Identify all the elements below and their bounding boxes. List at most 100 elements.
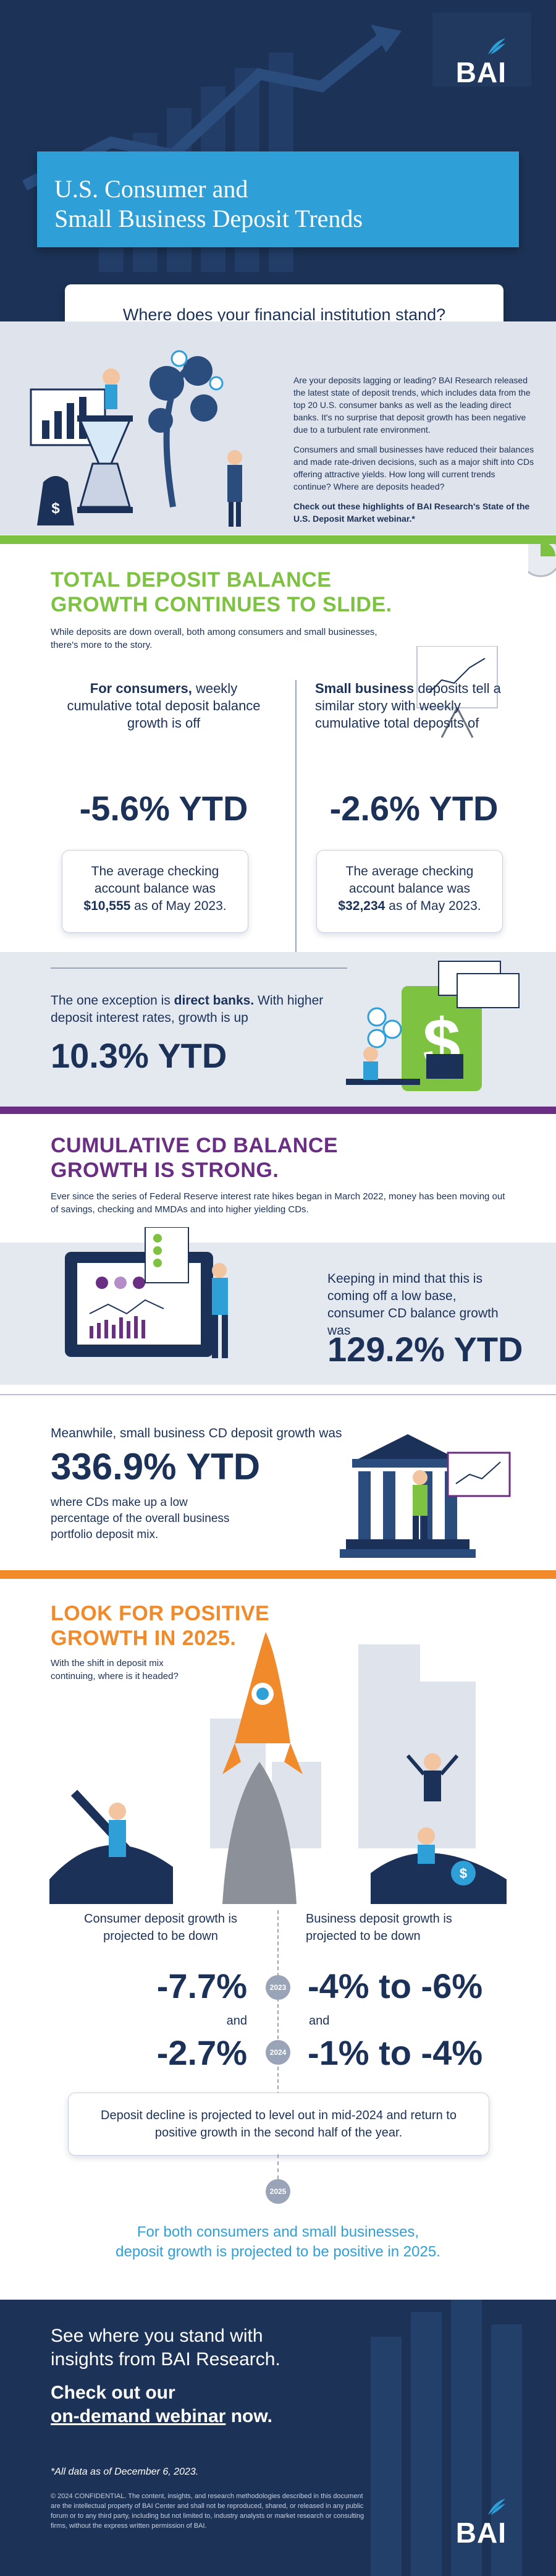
total-subtext: While deposits are down overall, both am…	[51, 627, 377, 650]
business-2024-value: -1% to -4%	[308, 2033, 483, 2072]
final-line2: deposit growth is projected to be positi…	[116, 2243, 440, 2260]
consumer-card-amount: $10,555	[83, 899, 131, 913]
direct-value: 10.3% YTD	[51, 1036, 227, 1075]
total-heading-line2: GROWTH CONTINUES TO SLIDE.	[51, 593, 392, 616]
cd-heading: CUMULATIVE CD BALANCE GROWTH IS STRONG.	[51, 1133, 483, 1183]
total-heading: TOTAL DEPOSIT BALANCE GROWTH CONTINUES T…	[51, 567, 397, 617]
business-forecast-label: Business deposit growth is projected to …	[306, 1912, 452, 1943]
legal-text: © 2024 CONFIDENTIAL. The content, insigh…	[51, 2493, 364, 2530]
title-banner: U.S. Consumer and Small Business Deposit…	[37, 151, 519, 247]
bai-logo-bottom[interactable]: BAI	[432, 2497, 507, 2549]
year-2025: 2025	[269, 2187, 287, 2196]
footnote: *All data as of December 6, 2023.	[51, 2467, 199, 2477]
page-title-line1: U.S. Consumer and	[54, 175, 248, 203]
sb-card-amount: $32,234	[338, 899, 385, 913]
sb-card-amount-line: $32,234 as of May 2023.	[317, 898, 502, 915]
page-title-line2: Small Business Deposit Trends	[54, 205, 363, 232]
intro-illustration: $	[30, 350, 242, 527]
cd-sb-note: where CDs make up a low percentage of th…	[51, 1496, 230, 1541]
cta-line2: insights from BAI Research.	[51, 2349, 280, 2370]
timeline-line-lower	[277, 2154, 280, 2179]
cd-laptop-illustration	[65, 1227, 228, 1358]
forecast-card: Deposit decline is projected to level ou…	[68, 2093, 489, 2156]
sb-balance-card: The average checking account balance was…	[316, 850, 503, 933]
orange-divider	[0, 1570, 556, 1579]
webinar-link[interactable]: on-demand webinar	[51, 2406, 226, 2426]
bai-logo-top[interactable]: BAI	[432, 37, 507, 89]
cd-heading-line2: GROWTH IS STRONG.	[51, 1158, 279, 1182]
footer-bars-backdrop	[371, 2300, 522, 2576]
sb-card-text: The average checking account balance was	[345, 864, 474, 896]
consumer-card-date: as of May 2023.	[134, 899, 227, 913]
cd-subtext: Ever since the series of Federal Reserve…	[51, 1191, 505, 1215]
direct-bank-illustration: $	[346, 961, 520, 1091]
consumer-card-text: The average checking account balance was	[91, 864, 219, 896]
sb-col: Small business deposits tell a similar s…	[315, 680, 507, 732]
question-text: Where does your financial institution st…	[122, 305, 446, 324]
cta-line3: Check out our	[51, 2383, 175, 2403]
consumer-and: and	[226, 2014, 247, 2028]
sb-text: Small business deposits tell a similar s…	[315, 680, 507, 732]
intro-paragraph-2: Consumers and small businesses have redu…	[293, 444, 534, 491]
final-statement: For both consumers and small businesses,…	[49, 2222, 507, 2262]
business-2023-value: -4% to -6%	[308, 1966, 483, 2005]
year-2023: 2023	[269, 1983, 287, 1992]
vertical-divider	[295, 680, 297, 952]
intro-text: Are your deposits lagging or leading? BA…	[293, 374, 534, 525]
timeline-line	[277, 1910, 280, 2114]
cta-line1: See where you stand with	[51, 2326, 263, 2346]
consumer-2024-value: -2.7%	[156, 2033, 247, 2072]
consumer-col: For consumers, weekly cumulative total d…	[62, 680, 266, 732]
cd-divider	[0, 1394, 556, 1395]
direct-bold: direct banks.	[174, 993, 255, 1008]
business-and: and	[309, 2014, 330, 2028]
direct-text-2: With higher deposit interest rates, grow…	[51, 993, 324, 1025]
bai-logo-text: BAI	[455, 56, 507, 88]
bai-logo-icon	[488, 38, 505, 54]
svg-text:$: $	[51, 500, 60, 517]
intro-paragraph-3: Check out these highlights of BAI Resear…	[293, 501, 530, 524]
direct-underline	[51, 967, 347, 969]
year-badge-2024: 2024	[266, 2040, 290, 2065]
bai-logo-icon	[488, 2499, 505, 2515]
future-subtext: With the shift in deposit mix continuing…	[51, 1658, 179, 1681]
cd-sb-text: Meanwhile, small business CD deposit gro…	[51, 1426, 342, 1440]
total-heading-line1: TOTAL DEPOSIT BALANCE	[51, 568, 332, 592]
consumer-balance-card: The average checking account balance was…	[62, 850, 248, 933]
consumer-bold: For consumers,	[90, 681, 192, 696]
cta-now: now.	[230, 2406, 272, 2426]
consumer-desc: weekly cumulative total deposit balance …	[67, 681, 261, 731]
consumer-card-amount-line: $10,555 as of May 2023.	[62, 898, 248, 915]
year-2024: 2024	[269, 2048, 287, 2057]
sb-value: -2.6% YTD	[329, 789, 499, 828]
rocket-illustration: $	[49, 1632, 507, 1904]
sb-bold: Small business	[315, 681, 415, 696]
future-heading-line2: GROWTH IN 2025.	[51, 1626, 237, 1650]
svg-text:$: $	[460, 1866, 467, 1881]
final-line1: For both consumers and small businesses,	[137, 2224, 419, 2240]
cd-consumer-value: 129.2% YTD	[327, 1330, 523, 1369]
intro-paragraph-1: Are your deposits lagging or leading? BA…	[293, 375, 531, 435]
green-divider	[0, 535, 556, 544]
bank-building-illustration	[340, 1434, 511, 1558]
year-badge-2023: 2023	[266, 1975, 290, 2000]
direct-text: The one exception is direct banks. With …	[51, 992, 335, 1027]
easel-chart-icon	[416, 646, 498, 738]
direct-text-1: The one exception is	[51, 993, 171, 1008]
purple-divider	[0, 1107, 556, 1114]
forecast-card-text: Deposit decline is projected to level ou…	[101, 2109, 457, 2140]
sb-card-date: as of May 2023.	[389, 899, 481, 913]
consumer-forecast-label: Consumer deposit growth is projected to …	[84, 1912, 237, 1943]
consumer-value: -5.6% YTD	[79, 789, 248, 828]
cd-sb-value: 336.9% YTD	[51, 1446, 261, 1487]
future-heading: LOOK FOR POSITIVE GROWTH IN 2025.	[51, 1601, 360, 1651]
pie-chart-icon	[528, 544, 556, 577]
sb-desc: deposits tell a similar story with weekl…	[315, 681, 501, 731]
consumer-2023-value: -7.7%	[156, 1966, 247, 2005]
future-heading-line1: LOOK FOR POSITIVE	[51, 1602, 270, 1625]
cd-heading-line1: CUMULATIVE CD BALANCE	[51, 1134, 339, 1157]
year-badge-2025: 2025	[266, 2179, 290, 2204]
bai-logo-text: BAI	[455, 2517, 507, 2549]
cta-line4: on-demand webinar now.	[51, 2405, 372, 2428]
